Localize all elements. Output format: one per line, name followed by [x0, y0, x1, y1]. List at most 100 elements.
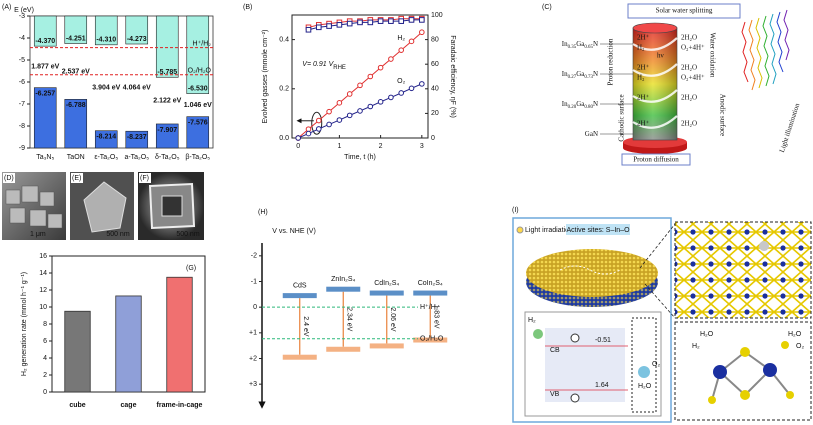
light-rays	[741, 9, 790, 91]
panel-i: Light irradiation Active sites: S–In–O C…	[512, 217, 812, 423]
square-marker	[377, 18, 384, 24]
marker-ellipse	[311, 111, 323, 135]
species-label: 2H⁺	[637, 120, 650, 128]
valence-band	[326, 346, 361, 352]
species: 2H⁺ 2H₂O H₂ O₂+4H⁺ 2H⁺ 2H₂O H₂ O₂+4H⁺ 2H…	[637, 34, 705, 128]
circle-marker	[367, 73, 374, 80]
site-view	[674, 321, 812, 421]
x-tick-label: 1	[337, 143, 341, 150]
circle-marker	[388, 94, 394, 101]
square-marker	[336, 22, 343, 28]
panel-label: (F)	[140, 175, 149, 182]
plot-frame	[291, 14, 429, 139]
square-marker	[305, 26, 312, 33]
valence-band	[64, 99, 88, 149]
gap-label: 2.34 eV	[345, 307, 352, 331]
vb-value-label: -7.907	[157, 127, 177, 134]
y-tick-label: +3	[249, 381, 257, 388]
y2-tick-label: 0	[431, 135, 435, 142]
sem-image	[2, 172, 66, 240]
circle-marker	[377, 64, 384, 71]
y-tick-label: -8	[19, 123, 25, 130]
circle-marker	[357, 82, 363, 89]
sem-images: 1 μm 500 nm 500 nm	[2, 172, 204, 240]
x-tick-label: 2	[379, 143, 383, 150]
square-marker	[408, 17, 415, 23]
y-tick-label: -2	[251, 253, 257, 260]
sem-texture	[5, 185, 63, 229]
reference-label: H⁺/H₂	[193, 41, 212, 48]
species-label: 2H⁺	[637, 94, 650, 102]
cocatalyst	[638, 366, 650, 378]
x-tick-label: Ta₃N₅	[36, 154, 54, 161]
bar	[166, 276, 193, 393]
y2-tick-label: 40	[431, 86, 439, 93]
species-label: 2H⁺	[637, 34, 650, 42]
y-tick-label: +2	[249, 355, 257, 362]
species-label: H₂O	[700, 331, 714, 338]
y-tick-label: 6	[43, 338, 47, 345]
species-label: O₂+4H⁺	[681, 44, 705, 52]
x-tick-label: cube	[69, 402, 85, 409]
bar	[64, 310, 91, 393]
circle-marker	[367, 103, 374, 110]
panel-label: (A)	[2, 4, 11, 11]
light-label: Light irradiation	[525, 227, 573, 234]
y-tick-label: +1	[249, 330, 257, 337]
y-axis-label: V vs. NHE (V)	[272, 228, 316, 235]
gap-label: 1.877 eV	[31, 64, 59, 71]
band-level: 1.64	[595, 382, 609, 389]
sem-particle	[161, 195, 183, 217]
photon-label: hν	[657, 52, 664, 60]
category-label: CdS	[293, 282, 307, 289]
reference-label: O₂/H₂O	[188, 68, 212, 75]
annotation-sub: RHE	[333, 65, 346, 71]
y2-tick-label: 100	[431, 12, 443, 19]
circle-marker	[377, 99, 384, 105]
cb-value-label: -6.530	[188, 86, 208, 93]
conduction-band	[125, 15, 149, 45]
series-line	[308, 19, 422, 31]
y2-tick-label: 80	[431, 36, 439, 43]
y-tick-label: -5	[19, 57, 25, 64]
conduction-band	[282, 293, 317, 299]
vb-value-label: -8.237	[127, 134, 147, 141]
circle-marker	[408, 38, 415, 45]
gap-label: 1.046 eV	[184, 102, 212, 109]
circle-marker	[398, 47, 405, 53]
panel-label: (B)	[243, 4, 252, 11]
x-tick-label: a-Ta₂O₅	[124, 154, 149, 161]
x-tick-label: frame-in-cage	[157, 402, 203, 409]
species-label: O₂	[652, 361, 660, 368]
nanowire-top	[632, 22, 678, 34]
species-label: H₂	[637, 44, 645, 52]
species-label: O₂+4H⁺	[681, 74, 705, 82]
circle-marker	[336, 100, 343, 106]
bar	[115, 295, 142, 393]
particle	[526, 249, 658, 297]
y-tick-label: -3	[19, 13, 25, 20]
panel-label: (I)	[512, 207, 519, 214]
cb-value-label: -4.370	[35, 38, 55, 45]
gap-label: 4.064 eV	[123, 84, 151, 91]
band-label: VB	[550, 391, 560, 398]
circle-marker	[346, 112, 353, 119]
gap-label: 2.122 eV	[153, 97, 181, 104]
cb-value-label: -4.273	[127, 36, 147, 43]
series-label: O₂	[397, 78, 405, 85]
label-box	[621, 153, 691, 166]
y-tick-label: 0.0	[279, 135, 289, 142]
x-tick-label: ε-Ta₂O₅	[94, 154, 118, 161]
x-tick-label: TaON	[67, 154, 85, 161]
species-label: 2H₂O	[681, 94, 697, 102]
species-label: H₂	[528, 317, 536, 324]
crystal-view	[674, 221, 812, 319]
valence-band	[413, 337, 448, 343]
category-label: CoIn₂S₄	[418, 280, 443, 287]
x-tick-label: cage	[121, 402, 137, 409]
y-tick-label: 8	[43, 321, 47, 328]
circle-marker	[357, 108, 363, 114]
interface	[631, 317, 657, 413]
diagram-title: Solar water splitting	[656, 7, 713, 15]
